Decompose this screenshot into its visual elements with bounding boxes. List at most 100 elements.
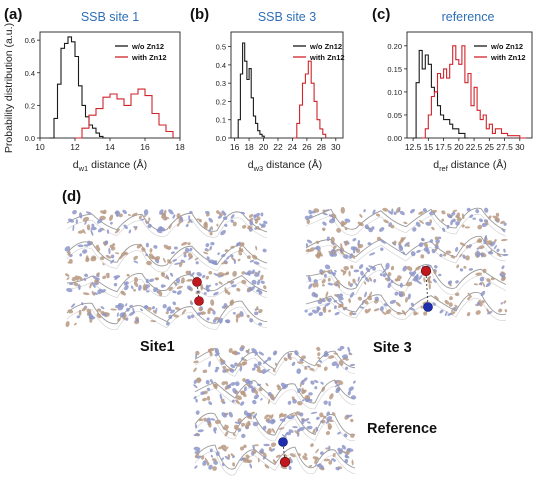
rna-base [205,210,210,215]
rna-base [438,273,442,277]
rna-base [336,228,342,233]
rna-base [270,448,276,452]
rna-base [501,265,505,270]
rna-base [494,239,497,243]
rna-base [249,318,254,323]
rna-base [232,351,238,356]
rna-base [381,311,387,315]
rna-base [239,365,243,372]
rna-base [312,428,316,435]
rna-base [480,290,486,297]
label-reference: Reference [367,421,437,437]
rna-base [206,317,210,321]
rna-base [230,245,235,249]
rna-base [327,277,331,282]
rna-base [245,422,251,428]
rna-base [410,302,415,307]
rna-base [228,385,232,389]
rna-base [317,356,321,360]
rna-base [247,413,251,418]
rna-base [488,215,492,220]
x-tick-label: 28 [317,142,327,152]
rna-base [221,261,228,265]
rna-base [254,311,259,316]
rna-base [313,208,320,213]
rna-base [241,224,247,229]
rna-base [461,213,465,220]
rna-base [213,291,219,296]
x-tick-label: 18 [244,142,254,152]
rna-base [224,287,227,294]
rna-base [479,276,485,282]
rna-base [102,209,107,215]
rna-base [193,433,200,437]
legend-label-without: w/o Zn12 [490,42,523,51]
x-tick-label: 14 [105,142,115,152]
rna-base [429,213,434,216]
rna-base [270,419,276,425]
rna-base [176,285,183,290]
rna-base [221,305,226,309]
rna-base [304,309,308,313]
rna-base [184,247,190,253]
rna-base [311,309,318,314]
rna-base [260,212,264,217]
rna-base [347,390,351,396]
rna-base [254,352,259,356]
rna-base [452,209,458,213]
rna-base [350,418,354,423]
rna-base [369,252,376,256]
rna-base [87,240,92,246]
rna-base [203,417,207,422]
rna-base [368,227,373,233]
rna-base [195,398,198,403]
x-tick-label: 30 [515,142,525,152]
panel-b-plot-area [230,31,344,139]
rna-base [262,456,266,460]
rna-base [209,448,213,453]
rna-base [130,285,134,290]
rna-base [351,459,354,466]
rna-base [168,223,173,230]
rna-base [260,398,263,401]
rna-base [444,311,448,317]
rna-base [241,390,246,395]
rna-base [389,299,397,304]
rna-base [253,214,257,219]
rna-base [321,419,326,424]
rna-base [253,444,259,447]
rna-base [322,227,326,232]
rna-base [308,283,313,290]
rna-base [387,272,392,277]
rna-base [187,252,193,259]
rna-base [193,379,198,384]
rna-base [198,307,203,312]
rna-base [146,260,152,266]
rna-base [316,254,321,259]
rna-base [96,218,103,224]
rna-base [142,284,147,291]
rna-base [374,296,379,301]
rna-base [252,254,258,260]
label-site1: Site1 [140,339,175,355]
rna-base [215,366,220,370]
rna-base [162,284,166,288]
rna-base [352,238,357,242]
rna-base [262,425,267,431]
rna-base [390,265,395,271]
rna-base [125,303,128,307]
rna-base [232,387,237,394]
rna-backbone [194,450,356,476]
rna-base [410,208,415,214]
rna-base [420,305,423,309]
rna-base [348,386,354,392]
rna-base [204,221,208,228]
rna-base [221,457,224,461]
rna-base [256,366,261,370]
rna-base [224,455,230,460]
rna-base [162,257,166,263]
rna-base [330,248,335,253]
rna-base [224,249,229,252]
rna-base [232,270,237,277]
site3-marker-pair [420,265,433,312]
